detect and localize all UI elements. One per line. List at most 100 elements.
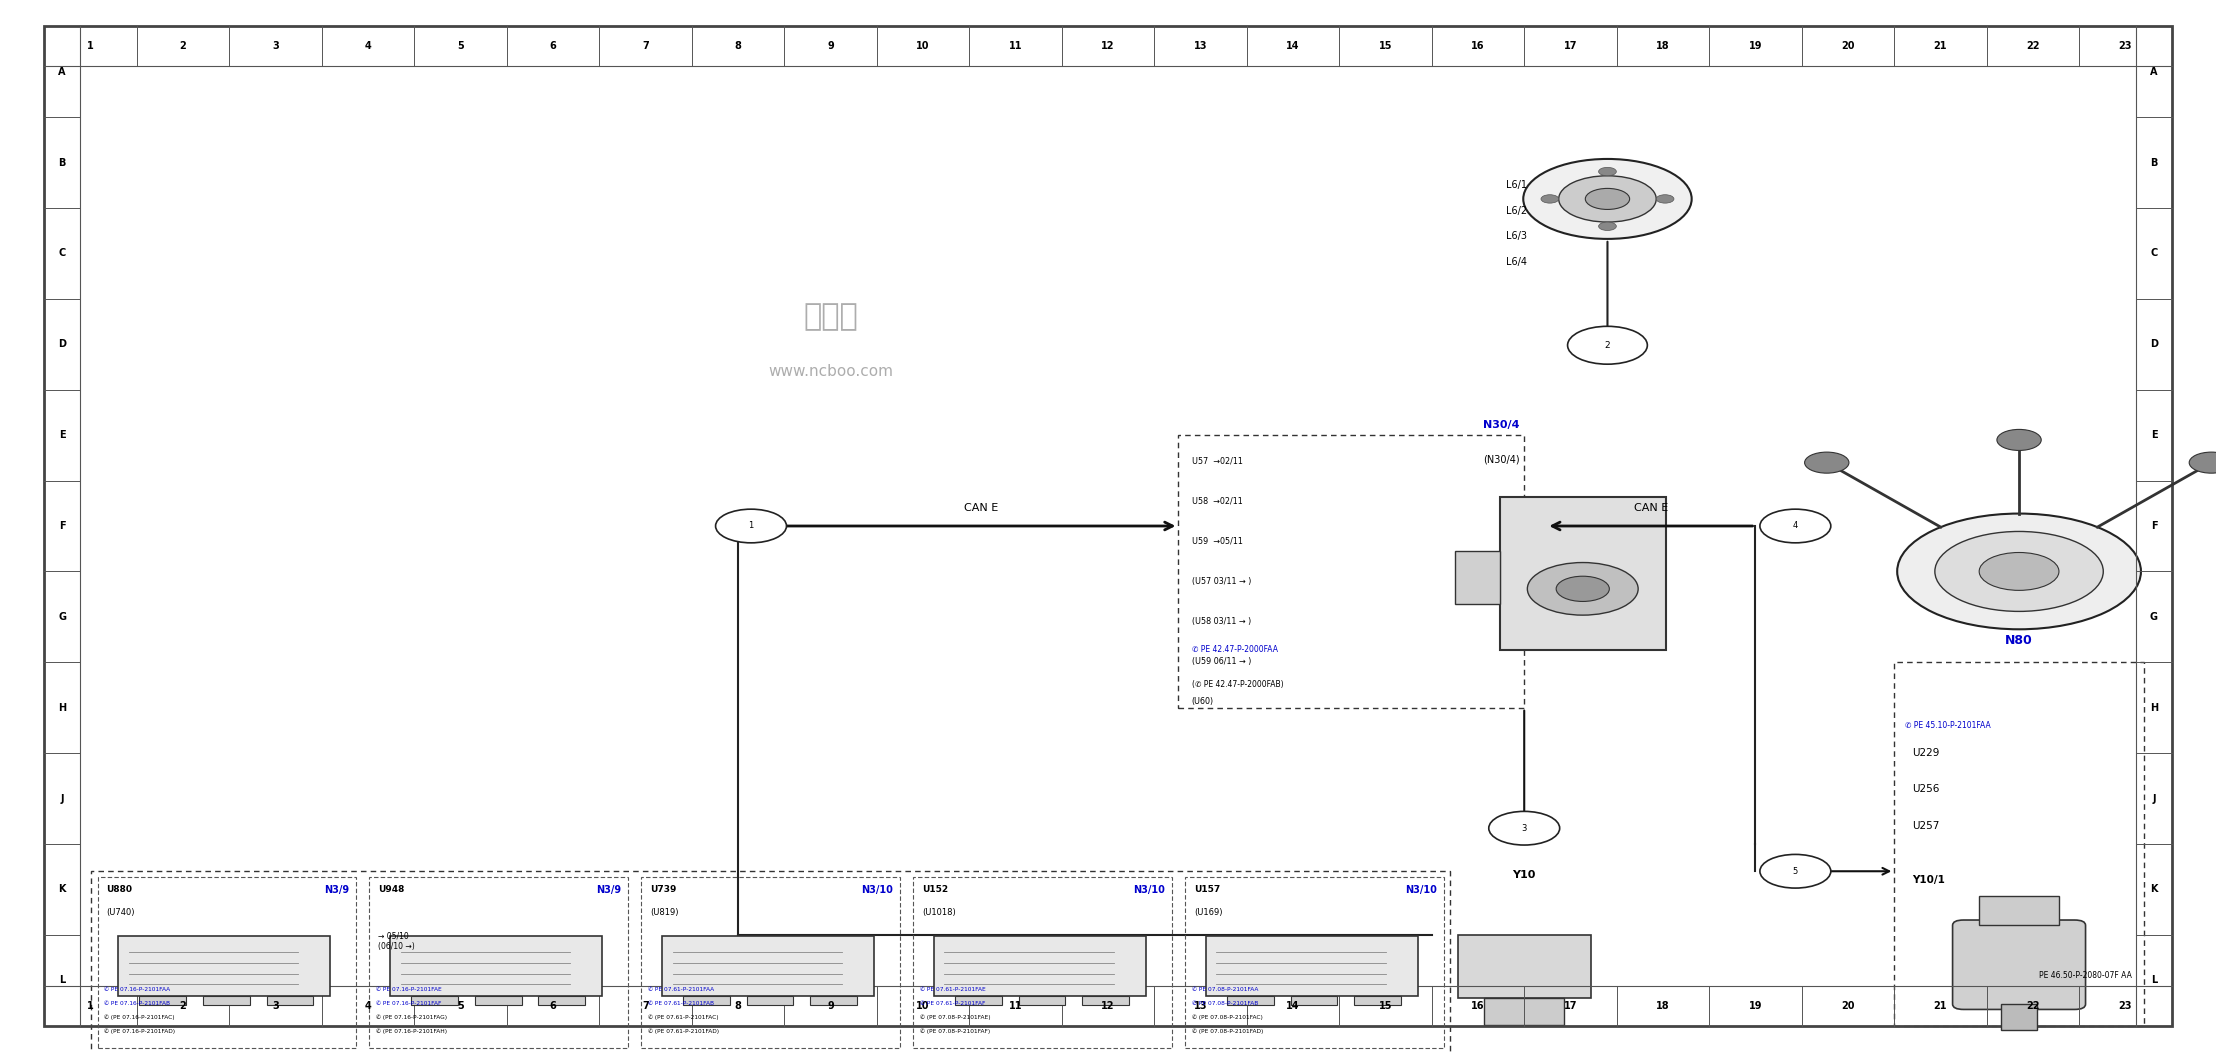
Text: 21: 21: [1935, 1000, 1948, 1011]
Text: U229: U229: [1912, 748, 1939, 758]
Text: ✆ PE 07.16-P-2101FAA: ✆ PE 07.16-P-2101FAA: [104, 988, 171, 992]
Text: N3/9: N3/9: [324, 885, 350, 895]
Bar: [1186, 876, 1443, 1048]
Text: 5: 5: [456, 41, 463, 52]
Bar: [955, 996, 1002, 1006]
Circle shape: [1540, 195, 1558, 203]
Text: ✆ (PE 07.16-P-2101FAD): ✆ (PE 07.16-P-2101FAD): [104, 1028, 175, 1034]
Text: 11: 11: [1008, 41, 1022, 52]
Text: J: J: [60, 793, 64, 804]
Text: 9: 9: [827, 1000, 833, 1011]
Bar: [266, 996, 312, 1006]
Text: 17: 17: [1564, 41, 1578, 52]
Text: U152: U152: [922, 885, 948, 894]
Text: 3: 3: [273, 41, 279, 52]
Text: U257: U257: [1912, 821, 1939, 831]
Text: (U740): (U740): [106, 908, 135, 917]
Text: 1: 1: [86, 41, 93, 52]
FancyBboxPatch shape: [663, 936, 873, 996]
Text: PE 46.50-P-2080-07F AA: PE 46.50-P-2080-07F AA: [2039, 971, 2132, 980]
Text: (U60): (U60): [1192, 696, 1214, 706]
Text: ✆ PE 07.61-P-2101FAF: ✆ PE 07.61-P-2101FAF: [920, 1002, 986, 1006]
Text: (U819): (U819): [649, 908, 678, 917]
Text: (U59 06/11 → ): (U59 06/11 → ): [1192, 656, 1252, 666]
Text: www.ncboo.com: www.ncboo.com: [769, 364, 893, 379]
Text: U880: U880: [106, 885, 133, 894]
Text: J: J: [2152, 793, 2156, 804]
Bar: [1456, 550, 1500, 604]
Text: (U57 03/11 → ): (U57 03/11 → ): [1192, 576, 1252, 586]
Text: U57  →02/11: U57 →02/11: [1192, 457, 1243, 466]
Text: A: A: [58, 66, 66, 77]
Text: N30/4: N30/4: [1483, 420, 1520, 430]
Text: 1: 1: [86, 1000, 93, 1011]
Bar: [204, 996, 250, 1006]
Bar: [1081, 996, 1128, 1006]
Text: ✆ (PE 07.16-P-2101FAC): ✆ (PE 07.16-P-2101FAC): [104, 1014, 175, 1020]
Text: 12: 12: [1101, 41, 1115, 52]
Bar: [538, 996, 585, 1006]
Text: Y10: Y10: [1514, 870, 1536, 881]
Text: ✆ PE 07.16-P-2101FAE: ✆ PE 07.16-P-2101FAE: [377, 988, 441, 992]
Circle shape: [1598, 222, 1615, 230]
Bar: [1500, 498, 1666, 650]
Text: 10: 10: [915, 1000, 931, 1011]
Text: L: L: [2152, 975, 2156, 986]
Bar: [640, 876, 900, 1048]
Circle shape: [1760, 509, 1830, 543]
Circle shape: [1558, 176, 1655, 222]
Text: U948: U948: [379, 885, 406, 894]
Text: K: K: [2150, 885, 2158, 894]
Bar: [913, 876, 1172, 1048]
Circle shape: [1897, 513, 2141, 629]
Text: B: B: [2150, 158, 2158, 167]
Text: 2: 2: [179, 1000, 186, 1011]
Text: 23: 23: [2118, 1000, 2132, 1011]
Text: D: D: [58, 340, 66, 349]
Circle shape: [1567, 326, 1646, 364]
Circle shape: [1935, 531, 2103, 611]
Text: 18: 18: [1655, 1000, 1671, 1011]
Circle shape: [1527, 563, 1638, 615]
Text: 5: 5: [456, 1000, 463, 1011]
Text: 17: 17: [1564, 1000, 1578, 1011]
Text: B: B: [58, 158, 66, 167]
Text: ✆ (PE 07.08-P-2101FAD): ✆ (PE 07.08-P-2101FAD): [1192, 1028, 1263, 1034]
Bar: [140, 996, 186, 1006]
Circle shape: [1979, 552, 2059, 590]
Text: U739: U739: [649, 885, 676, 894]
Text: U256: U256: [1912, 785, 1939, 794]
Text: 8: 8: [733, 41, 742, 52]
Text: K: K: [58, 885, 66, 894]
FancyBboxPatch shape: [117, 936, 330, 996]
Text: ✆ (PE 07.08-P-2101FAC): ✆ (PE 07.08-P-2101FAC): [1192, 1014, 1263, 1020]
Text: F: F: [2152, 521, 2156, 531]
Text: D: D: [2150, 340, 2158, 349]
Text: L: L: [60, 975, 64, 986]
Text: ✆ PE 07.08-P-2101FAA: ✆ PE 07.08-P-2101FAA: [1192, 988, 1259, 992]
Circle shape: [1489, 811, 1560, 845]
Text: N3/10: N3/10: [1132, 885, 1166, 895]
Text: 5: 5: [1793, 867, 1797, 875]
Text: CAN E: CAN E: [1633, 503, 1669, 513]
FancyBboxPatch shape: [1206, 936, 1418, 996]
Text: 14: 14: [1285, 41, 1301, 52]
Bar: [474, 996, 521, 1006]
Bar: [91, 871, 1449, 1052]
Circle shape: [1655, 195, 1673, 203]
Text: ✆ (PE 07.16-P-2101FAG): ✆ (PE 07.16-P-2101FAG): [377, 1014, 448, 1020]
Bar: [1458, 935, 1591, 998]
Text: 4: 4: [1793, 522, 1797, 530]
Text: ✆ PE 07.61-P-2101FAB: ✆ PE 07.61-P-2101FAB: [647, 1002, 714, 1006]
Bar: [683, 996, 729, 1006]
Text: ✆ PE 07.16-P-2101FAB: ✆ PE 07.16-P-2101FAB: [104, 1002, 171, 1006]
Bar: [412, 996, 459, 1006]
Text: F: F: [60, 521, 64, 531]
Text: A: A: [2150, 66, 2158, 77]
Text: 牛车宝: 牛车宝: [802, 303, 858, 331]
Text: 8: 8: [733, 1000, 742, 1011]
Bar: [1979, 896, 2059, 926]
Text: H: H: [58, 703, 66, 712]
Text: (U58 03/11 → ): (U58 03/11 → ): [1192, 616, 1250, 626]
Text: 9: 9: [827, 41, 833, 52]
